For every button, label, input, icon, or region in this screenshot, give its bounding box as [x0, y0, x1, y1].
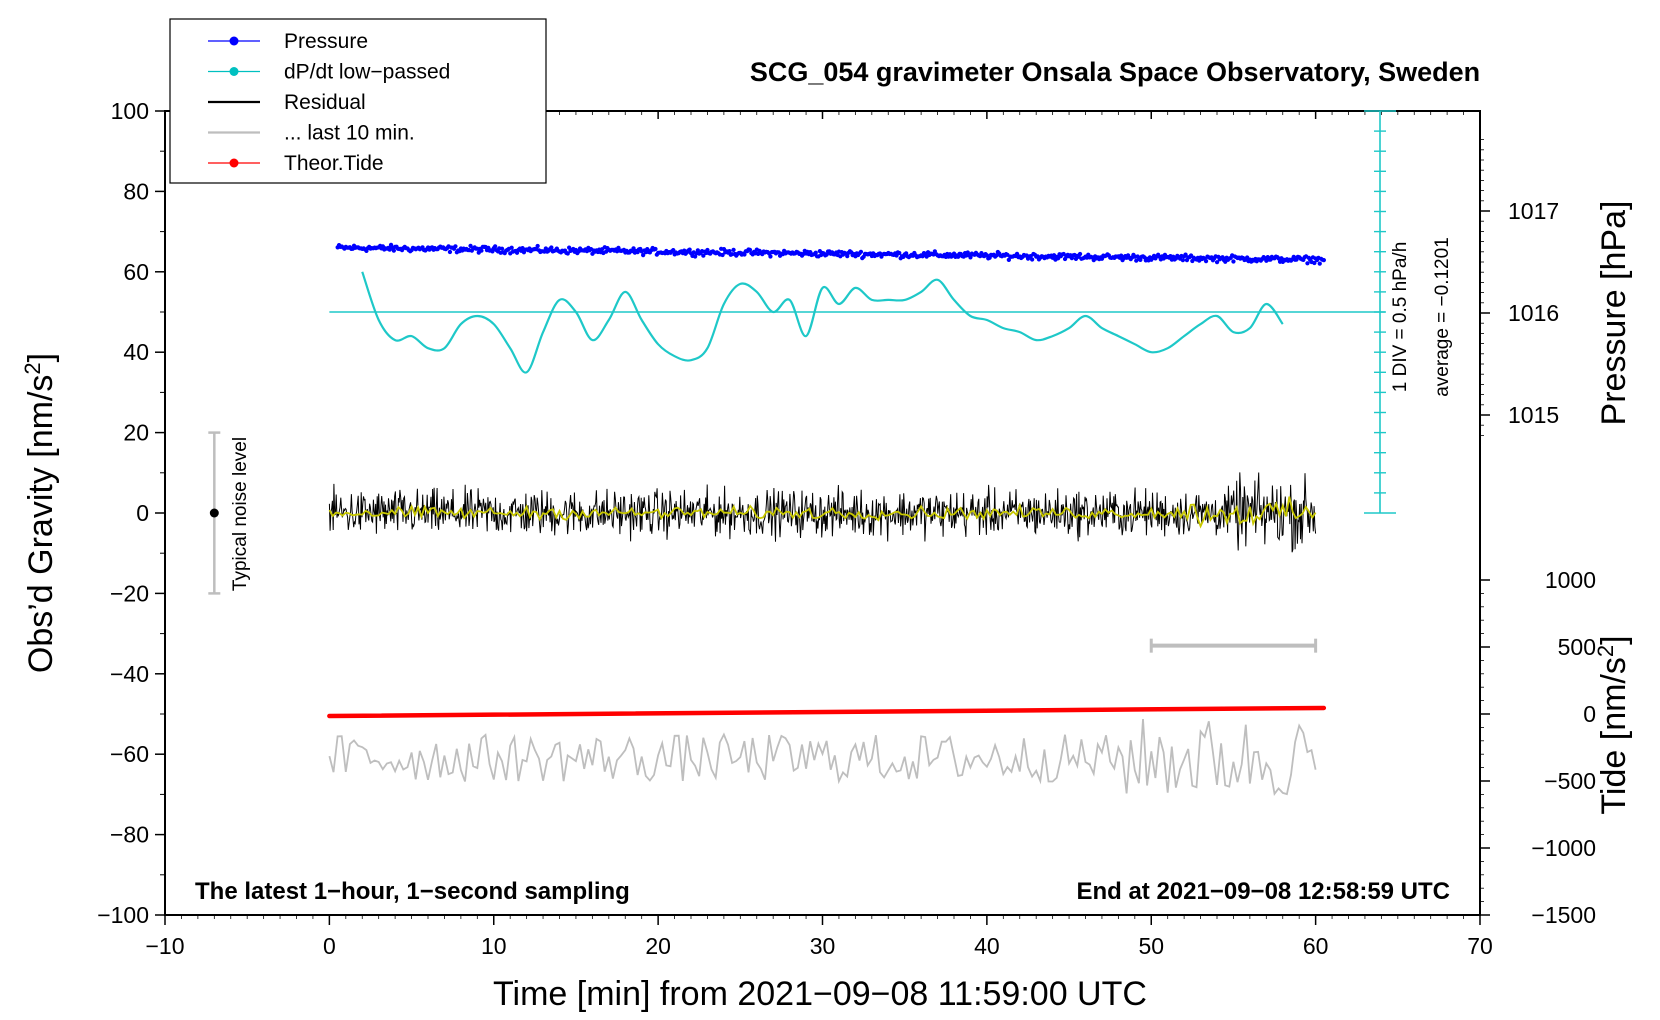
tide-tick-label: 500: [1558, 634, 1596, 660]
tide-tick-label: −1500: [1531, 902, 1596, 928]
y-tick-label: 100: [111, 98, 149, 124]
legend-marker: [229, 158, 239, 168]
x-tick-label: 10: [481, 933, 507, 959]
pressure-tick-label: 1015: [1508, 402, 1559, 428]
y-tick-label: 40: [123, 339, 149, 365]
y-tick-label: −40: [110, 661, 149, 687]
pressure-tick-label: 1017: [1508, 198, 1559, 224]
x-tick-label: 50: [1138, 933, 1164, 959]
tide-tick-label: 1000: [1545, 567, 1596, 593]
noise-level-label: Typical noise level: [230, 437, 251, 591]
last-10-min-series: [328, 718, 1317, 796]
x-tick-label: 40: [974, 933, 1000, 959]
last-10-min-bar: [1149, 638, 1318, 653]
noise-level-bar: [208, 431, 221, 595]
legend-marker: [229, 67, 239, 76]
residual-series: [328, 472, 1317, 553]
pressure-axis-ticks: 1017 1016 1015: [1480, 139, 1559, 436]
x-axis-ticks: −10 0 10 20 30 40 50 60 70: [145, 111, 1493, 959]
scale-bar-label-div: 1 DIV = 0.5 hPa/h: [1390, 242, 1411, 393]
residual-smoothed-series: [328, 496, 1317, 529]
y-tick-label: −80: [110, 822, 149, 848]
pressure-series: [335, 242, 1326, 266]
series-group: [327, 242, 1385, 796]
x-tick-label: 60: [1303, 933, 1329, 959]
tide-tick-label: −500: [1544, 768, 1596, 794]
tide-axis-label: Tide [nm/s2]: [1593, 635, 1634, 814]
tide-tick-label: −1000: [1531, 835, 1596, 861]
legend-label: dP/dt low−passed: [284, 61, 450, 84]
legend-label: Pressure: [284, 30, 368, 53]
y-tick-label: 0: [136, 500, 149, 526]
pressure-tick-label: 1016: [1508, 300, 1559, 326]
legend-marker: [229, 36, 239, 46]
noise-bar-center-dot: [209, 508, 219, 518]
tide-axis-ticks: 1000 500 0 −500 −1000 −1500: [1480, 567, 1596, 928]
chart-title: SCG_054 gravimeter Onsala Space Observat…: [750, 57, 1480, 87]
x-tick-label: 0: [323, 933, 336, 959]
annotation-end-time: End at 2021−09−08 12:58:59 UTC: [1076, 878, 1450, 905]
legend: Pressure dP/dt low−passed Residual ... last…: [169, 18, 547, 184]
x-tick-label: 20: [645, 933, 671, 959]
left-axis-label: Obs’d Gravity [nm/s2]: [20, 353, 61, 673]
legend-label: Residual: [284, 91, 366, 114]
scale-bar-label-average: average = −0.1201: [1432, 237, 1453, 397]
legend-label: ... last 10 min.: [284, 122, 415, 145]
annotation-sampling: The latest 1−hour, 1−second sampling: [195, 878, 630, 905]
tide-tick-label: 0: [1583, 701, 1596, 727]
y-tick-label: 80: [123, 178, 149, 204]
pressure-axis-label: Pressure [hPa]: [1595, 201, 1633, 426]
legend-label: Theor.Tide: [284, 152, 384, 175]
y-tick-label: 20: [123, 420, 149, 446]
x-tick-label: −10: [145, 933, 184, 959]
y-tick-label: −60: [110, 741, 149, 767]
dpdt-scale-bar: [1364, 110, 1396, 514]
y-tick-label: 60: [123, 259, 149, 285]
y-tick-label: −100: [97, 902, 149, 928]
dpdt-series: [361, 271, 1284, 374]
x-tick-label: 70: [1467, 933, 1493, 959]
y-tick-label: −20: [110, 580, 149, 606]
x-tick-label: 30: [810, 933, 836, 959]
theor-tide-series: [327, 705, 1327, 719]
x-axis-label: Time [min] from 2021−09−08 11:59:00 UTC: [493, 975, 1147, 1013]
left-axis-ticks: 100 80 60 40 20 0 −20 −40 −60 −80 −100: [97, 98, 165, 928]
